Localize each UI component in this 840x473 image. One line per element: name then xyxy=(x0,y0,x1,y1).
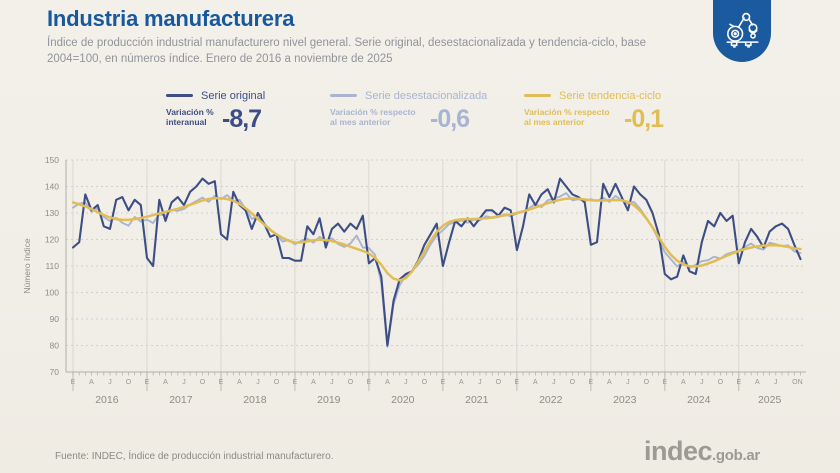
month-tick-label: A xyxy=(459,379,464,386)
month-tick-label: O xyxy=(422,379,428,386)
month-tick-label: O xyxy=(718,379,724,386)
legend-value-tendencia: -0,1 xyxy=(624,105,664,133)
month-tick-label: O xyxy=(348,379,354,386)
y-tick-label: 130 xyxy=(45,208,59,218)
y-tick-label: 100 xyxy=(45,287,59,297)
month-tick-label: A xyxy=(89,379,94,386)
year-label: 2017 xyxy=(169,394,193,406)
legend-label-desestacionalizada: Serie desestacionalizada xyxy=(365,89,488,102)
month-tick-label: E xyxy=(441,379,446,386)
month-tick-label: E xyxy=(293,379,298,386)
corner-badge xyxy=(713,0,771,62)
year-label: 2025 xyxy=(758,394,782,406)
y-tick-label: 110 xyxy=(45,261,59,271)
chart-area: 70 80 90 100 110 120 130 140 150 E A J O E A J O E A J O E A J O… xyxy=(0,148,840,418)
month-tick-label: J xyxy=(626,379,630,386)
legend-swatch-desestacionalizada xyxy=(330,93,357,98)
month-tick-label: A xyxy=(237,379,242,386)
month-tick-label: A xyxy=(385,379,390,386)
month-tick-label: E xyxy=(219,379,224,386)
legend-label-tendencia: Serie tendencia-ciclo xyxy=(559,89,662,102)
legend-swatch-tendencia xyxy=(524,93,551,98)
month-tick-label: A xyxy=(533,379,538,386)
y-tick-label: 150 xyxy=(45,155,59,165)
year-label: 2024 xyxy=(687,394,711,406)
month-tick-label: J xyxy=(330,379,334,386)
month-tick-label: O xyxy=(496,379,502,386)
month-tick-label: A xyxy=(311,379,316,386)
month-tick-label: A xyxy=(607,379,612,386)
legend-group-desestacionalizada: Serie desestacionalizada Variación % res… xyxy=(330,89,487,131)
y-tick-label: 140 xyxy=(45,181,59,191)
y-tick-label: 80 xyxy=(50,340,60,350)
legend-group-original: Serie original Variación % interanual -8… xyxy=(166,89,265,131)
indec-logo-suffix: .gob.ar xyxy=(712,447,760,464)
y-tick-label: 70 xyxy=(50,367,60,377)
month-tick-label: A xyxy=(755,379,760,386)
serie-original-line xyxy=(71,177,802,347)
legend-group-tendencia: Serie tendencia-ciclo Variación % respec… xyxy=(524,89,664,133)
month-tick-label: O xyxy=(570,379,576,386)
month-tick-label: E xyxy=(367,379,372,386)
legend-label-original: Serie original xyxy=(201,89,266,102)
month-tick-label: J xyxy=(404,379,408,386)
month-tick-label: J xyxy=(552,379,556,386)
month-tick-label: O xyxy=(644,379,650,386)
month-tick-label: E xyxy=(145,379,150,386)
year-label: 2022 xyxy=(539,394,563,406)
month-tick-label: E xyxy=(736,379,741,386)
legend-swatch-original xyxy=(166,93,193,98)
chart-svg: 70 80 90 100 110 120 130 140 150 E A J O E A J O E A J O E A J O… xyxy=(22,155,806,406)
month-tick-label: E xyxy=(663,379,668,386)
page-title: Industria manufacturera xyxy=(47,6,295,31)
month-tick-label: A xyxy=(163,379,168,386)
year-label: 2020 xyxy=(391,394,415,406)
y-tick-label: 90 xyxy=(50,314,60,324)
year-label: 2019 xyxy=(317,394,341,406)
month-tick-label: ON xyxy=(792,379,803,386)
month-tick-label: J xyxy=(108,379,112,386)
month-tick-label: E xyxy=(589,379,594,386)
y-axis-title: Número índice xyxy=(22,238,32,294)
month-tick-label: O xyxy=(274,379,280,386)
month-tick-label: E xyxy=(71,379,76,386)
indec-logo: indec .gob.ar xyxy=(644,436,760,467)
legend-value-original: -8,7 xyxy=(222,105,262,133)
month-tick-label: A xyxy=(681,379,686,386)
source-note: Fuente: INDEC, Índice de producción indu… xyxy=(55,451,334,462)
month-tick-label: J xyxy=(774,379,778,386)
serie-tendencia-ciclo-line xyxy=(71,196,802,282)
legend-metric-tendencia: Variación % respecto al mes anterior xyxy=(524,107,610,128)
month-tick-label: E xyxy=(515,379,520,386)
year-label: 2018 xyxy=(243,394,267,406)
legend-value-desestacionalizada: -0,6 xyxy=(430,105,470,133)
month-tick-label: J xyxy=(182,379,186,386)
legend-metric-desestacionalizada: Variación % respecto al mes anterior xyxy=(330,107,416,128)
month-tick-label: J xyxy=(256,379,260,386)
legend-metric-original: Variación % interanual xyxy=(166,107,214,128)
month-tick-label: J xyxy=(700,379,704,386)
y-tick-label: 120 xyxy=(45,234,59,244)
robot-arm-icon xyxy=(726,12,759,48)
month-tick-label: O xyxy=(200,379,206,386)
year-label: 2016 xyxy=(95,394,119,406)
month-tick-label: O xyxy=(126,379,132,386)
year-label: 2021 xyxy=(465,394,489,406)
month-tick-label: J xyxy=(478,379,482,386)
serie-desestacionalizada-line xyxy=(72,192,802,348)
page-subtitle: Índice de producción industrial manufact… xyxy=(47,37,646,66)
indec-logo-text: indec xyxy=(644,436,713,466)
year-label: 2023 xyxy=(613,394,637,406)
